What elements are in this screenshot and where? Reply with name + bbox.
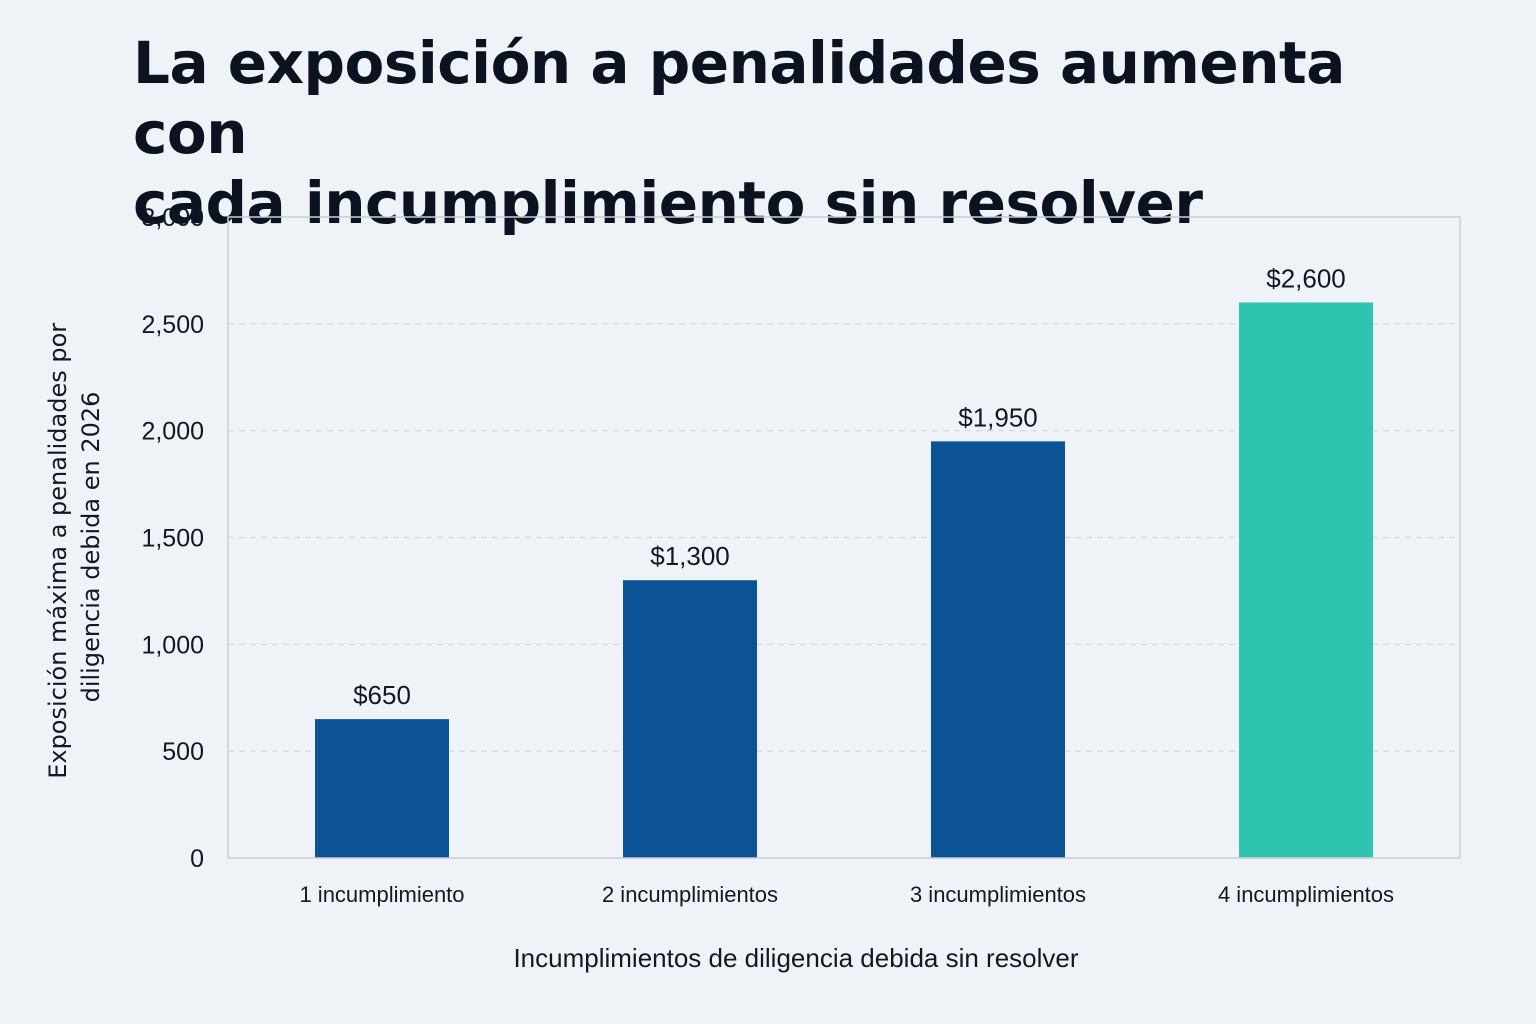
x-category-label: 1 incumplimiento <box>299 882 464 907</box>
y-axis-ticks: 0 500 1,000 1,500 2,000 2,500 3,000 <box>141 204 204 873</box>
chart-title-line-1: La exposición a penalidades aumenta con <box>133 29 1345 167</box>
y-axis-title-line-2: diligencia debida en 2026 <box>77 392 105 703</box>
chart-title: La exposición a penalidades aumenta con … <box>133 28 1433 238</box>
y-axis-title: Exposición máxima a penalidades por dili… <box>44 315 105 779</box>
x-category-label: 4 incumplimientos <box>1218 882 1394 907</box>
x-category-label: 3 incumplimientos <box>910 882 1086 907</box>
x-axis-title: Incumplimientos de diligencia debida sin… <box>513 943 1078 973</box>
data-label: $650 <box>353 680 411 710</box>
plot-frame <box>227 216 1461 859</box>
data-label: $1,950 <box>958 402 1038 432</box>
bar <box>623 580 757 858</box>
y-tick-label: 2,000 <box>141 418 204 446</box>
y-tick-label: 0 <box>190 845 204 873</box>
plot-border <box>227 216 1461 859</box>
y-tick-label: 2,500 <box>141 311 204 339</box>
y-tick-label: 1,500 <box>141 525 204 553</box>
bar <box>315 719 449 858</box>
data-label: $1,300 <box>650 541 730 571</box>
data-labels: $650 $1,300 $1,950 $2,600 <box>353 263 1346 710</box>
chart-title-line-2: cada incumplimiento sin resolver <box>133 169 1203 237</box>
x-axis-categories: 1 incumplimiento 2 incumplimientos 3 incum… <box>299 882 1394 907</box>
y-tick-label: 500 <box>162 738 204 766</box>
data-label: $2,600 <box>1266 263 1346 293</box>
y-tick-label: 1,000 <box>141 631 204 659</box>
x-category-label: 2 incumplimientos <box>602 882 778 907</box>
y-tick-label: 3,000 <box>141 204 204 232</box>
bars <box>315 302 1373 858</box>
bar <box>931 441 1065 858</box>
bar <box>1239 302 1373 858</box>
y-axis-title-line-1: Exposición máxima a penalidades por <box>44 323 72 779</box>
